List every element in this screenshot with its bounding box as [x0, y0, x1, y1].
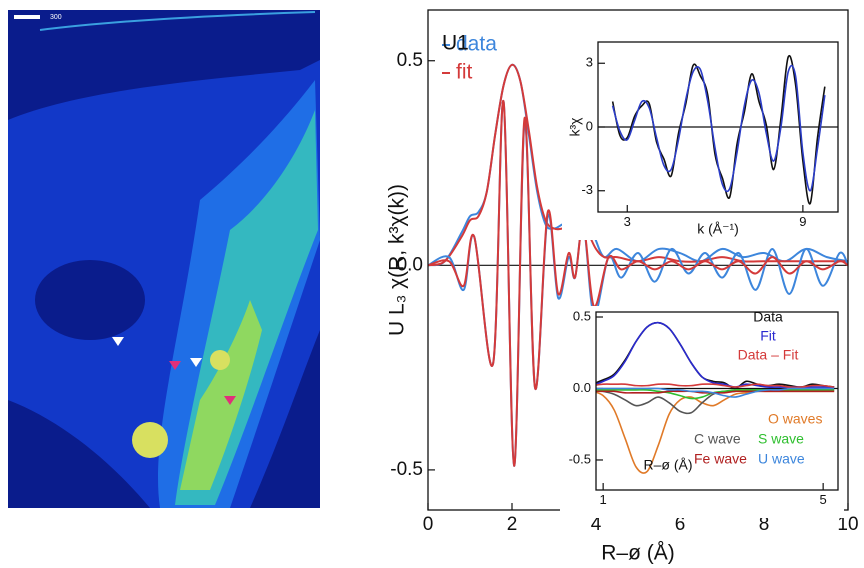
- y-tick-label: 0.0: [397, 254, 423, 275]
- chart: 1 5 -0.5 0.0 0.5 Data Fit Data – Fit O waves C wa…: [560, 306, 844, 518]
- y-tick-label: -0.5: [569, 451, 591, 466]
- x-axis-label: k (Å⁻¹): [697, 221, 739, 237]
- marker: [224, 396, 236, 405]
- x-tick-label: 1: [600, 492, 607, 507]
- image-spot: [210, 350, 230, 370]
- x-tick-label: 3: [624, 214, 631, 229]
- marker: [190, 358, 202, 367]
- y-tick-label: 0.5: [573, 308, 591, 323]
- y-axis-label: U L₃ χ(R, k³χ(k)): [386, 184, 409, 336]
- series-group: [611, 54, 826, 205]
- series-line: [428, 100, 848, 467]
- legend-label: S wave: [758, 431, 804, 447]
- legend-label: Fe wave: [694, 451, 747, 467]
- y-axis-label: k³χ: [567, 117, 583, 137]
- legend-label: O waves: [768, 411, 822, 427]
- plot-frame: [595, 311, 839, 491]
- y-tick-label: -3: [581, 182, 593, 197]
- x-tick-label: 4: [591, 514, 602, 535]
- x-axis-label: R–ø (Å): [644, 457, 693, 473]
- y-tick-label: -0.5: [390, 459, 423, 480]
- y-tick-label: 0.5: [397, 50, 423, 71]
- series-group: [596, 321, 835, 474]
- legend-label: fit: [456, 61, 473, 84]
- image-streak: [39, 11, 316, 31]
- legend-label: Fit: [760, 328, 776, 344]
- inset-background: [560, 306, 844, 518]
- marker: [169, 361, 181, 370]
- y-tick-label: 0: [586, 118, 593, 133]
- x-axis-label: R–ø (Å): [601, 542, 675, 565]
- series-line: [596, 383, 835, 389]
- y-tick-label: 0.0: [573, 380, 591, 395]
- legend-label: Data: [753, 309, 783, 325]
- inset-background: [562, 36, 844, 240]
- image-region: [180, 300, 262, 490]
- x-tick-label: 0: [423, 514, 434, 535]
- legend-label: U wave: [758, 451, 805, 467]
- x-tick-label: 8: [759, 514, 770, 535]
- y-tick-label: 3: [586, 55, 593, 70]
- x-tick-label: 10: [837, 514, 858, 535]
- annotation: U1: [442, 32, 469, 55]
- image-spot: [132, 422, 168, 458]
- scale-bar-label: 300: [50, 14, 62, 21]
- series-line: [596, 387, 835, 398]
- marker: [112, 337, 124, 346]
- legend-label: data: [456, 33, 497, 56]
- series-line: [611, 64, 826, 193]
- image-region: [35, 260, 145, 340]
- chart: 3 9 -3 0 3 k (Å⁻¹) k³χ: [562, 36, 844, 240]
- x-tick-label: 6: [675, 514, 686, 535]
- x-tick-label: 2: [507, 514, 518, 535]
- micrograph: 300: [8, 10, 320, 508]
- legend-label: C wave: [694, 431, 741, 447]
- x-tick-label: 5: [820, 492, 827, 507]
- legend-label: Data – Fit: [738, 347, 799, 363]
- plot-frame: [597, 41, 839, 213]
- x-tick-label: 9: [799, 214, 806, 229]
